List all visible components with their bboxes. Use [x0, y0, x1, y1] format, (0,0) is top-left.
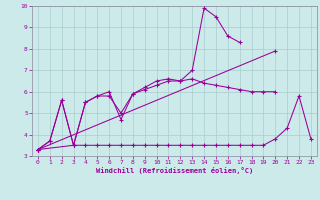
X-axis label: Windchill (Refroidissement éolien,°C): Windchill (Refroidissement éolien,°C): [96, 167, 253, 174]
